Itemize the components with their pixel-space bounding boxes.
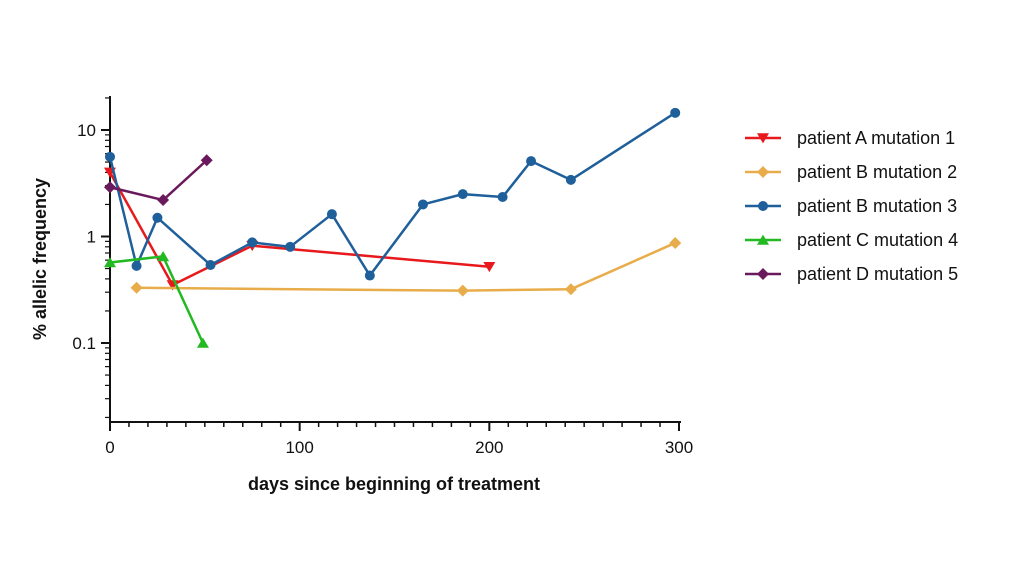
legend-entry: patient B mutation 3 <box>745 196 957 216</box>
series-4 <box>104 251 209 348</box>
data-point <box>130 281 143 294</box>
series-line <box>136 241 676 292</box>
legend-label: patient C mutation 4 <box>797 230 958 250</box>
data-point <box>247 237 258 248</box>
data-point <box>364 270 375 281</box>
series-line <box>108 111 676 277</box>
data-point <box>131 260 142 271</box>
y-tick-label: 10 <box>77 121 96 140</box>
series-line <box>108 171 490 287</box>
data-point <box>105 151 115 162</box>
data-point <box>456 284 469 297</box>
y-axis-title: % allelic frequency <box>30 178 50 340</box>
ticks: 0 100 200 300 0.1 1 10 <box>72 97 693 457</box>
legend-swatch-marker <box>757 268 769 280</box>
x-tick-label: 0 <box>105 438 114 457</box>
data-point <box>104 181 116 194</box>
x-axis-title: days since beginning of treatment <box>248 474 540 494</box>
legend-label: patient B mutation 3 <box>797 196 957 216</box>
x-tick-label: 200 <box>475 438 503 457</box>
data-point <box>457 189 468 200</box>
legend-label: patient A mutation 1 <box>797 128 955 148</box>
data-point <box>497 191 508 202</box>
y-tick-label: 0.1 <box>72 334 96 353</box>
data-point <box>157 251 170 262</box>
legend-swatch-marker <box>757 234 769 245</box>
series-5 <box>104 154 213 207</box>
series-line <box>109 159 208 202</box>
data-point <box>526 156 537 167</box>
legend: patient A mutation 1 patient B mutation 2… <box>745 128 958 284</box>
x-tick-label: 300 <box>665 438 693 457</box>
data-point <box>564 283 577 296</box>
series-line <box>109 255 205 344</box>
legend-label: patient D mutation 5 <box>797 264 958 284</box>
data-point <box>152 212 163 223</box>
legend-swatch-marker <box>758 201 768 211</box>
series-2 <box>130 236 682 297</box>
data-point <box>285 241 296 252</box>
series-1 <box>104 167 496 291</box>
legend-entry: patient B mutation 2 <box>745 162 957 182</box>
data-point <box>157 194 170 207</box>
data-point <box>669 236 682 249</box>
y-tick-label: 1 <box>87 228 96 247</box>
data-point <box>326 209 337 220</box>
data-point <box>196 337 209 348</box>
data-point <box>565 174 576 185</box>
legend-swatch-marker <box>757 166 769 178</box>
x-tick-label: 100 <box>285 438 313 457</box>
series-layer <box>104 107 682 348</box>
legend-entry: patient C mutation 4 <box>745 230 958 250</box>
data-point <box>483 261 496 273</box>
legend-entry: patient D mutation 5 <box>745 264 958 284</box>
data-point <box>104 257 116 268</box>
legend-swatch-marker <box>757 133 769 144</box>
data-point <box>200 154 213 167</box>
legend-label: patient B mutation 2 <box>797 162 957 182</box>
data-point <box>205 260 216 271</box>
legend-entry: patient A mutation 1 <box>745 128 955 148</box>
data-point <box>417 199 428 210</box>
data-point <box>670 107 681 118</box>
series-3 <box>105 107 681 281</box>
